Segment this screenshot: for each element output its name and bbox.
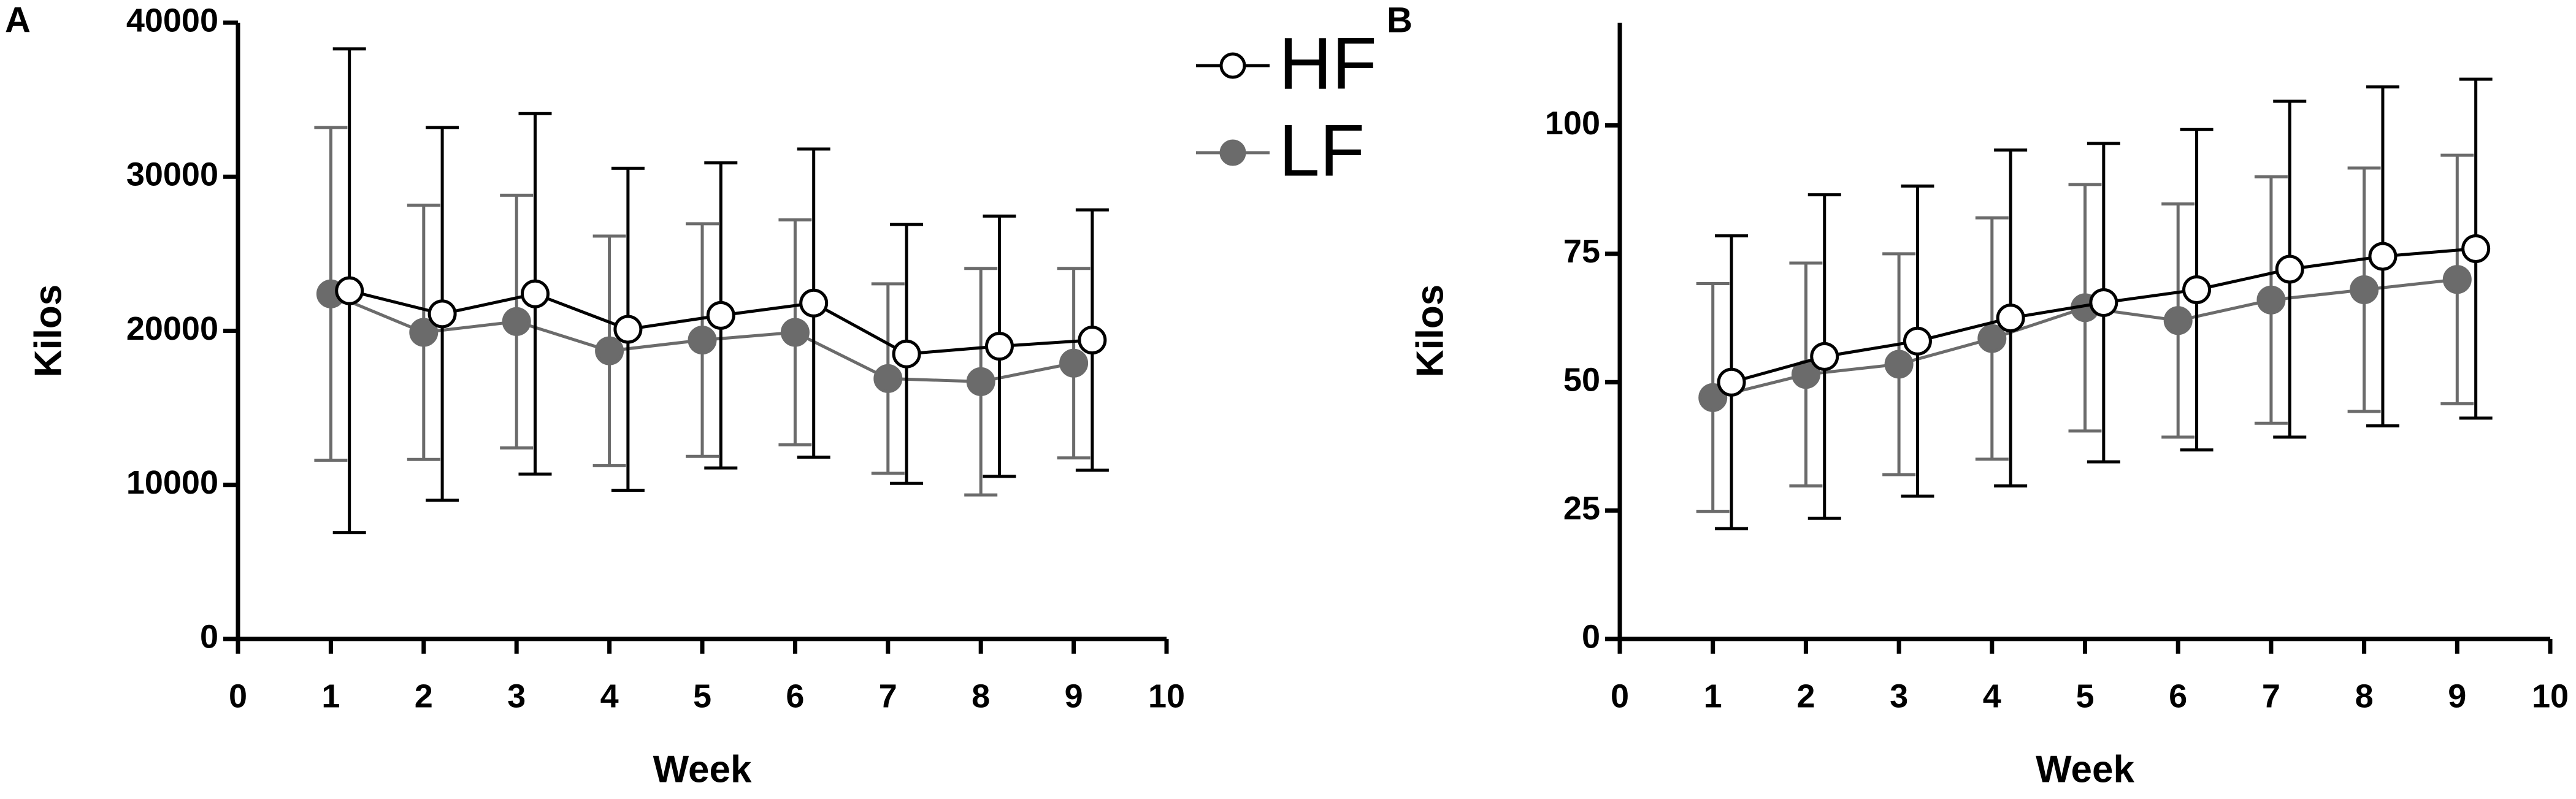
marker bbox=[780, 318, 810, 347]
marker bbox=[520, 279, 550, 308]
marker bbox=[2442, 265, 2472, 294]
y-tick-label: 20000 bbox=[126, 310, 218, 347]
series bbox=[332, 47, 1109, 535]
marker bbox=[1903, 326, 1932, 356]
x-tick-label: 4 bbox=[1983, 678, 2001, 714]
marker bbox=[1977, 324, 2007, 353]
marker bbox=[873, 364, 903, 393]
marker bbox=[1884, 350, 1914, 379]
x-tick-label: 9 bbox=[1065, 678, 1083, 714]
x-tick-label: 1 bbox=[321, 678, 340, 714]
legend-marker bbox=[1219, 139, 1246, 166]
x-tick-label: 3 bbox=[1890, 678, 1908, 714]
legend-label: LF bbox=[1279, 110, 1365, 192]
marker bbox=[2256, 285, 2286, 315]
marker bbox=[1059, 348, 1089, 378]
x-tick-label: 2 bbox=[415, 678, 433, 714]
y-tick-label: 10000 bbox=[126, 464, 218, 501]
x-axis-label: Week bbox=[653, 748, 752, 790]
marker bbox=[613, 315, 643, 344]
x-tick-label: 0 bbox=[229, 678, 247, 714]
x-tick-label: 0 bbox=[1611, 678, 1629, 714]
x-tick-label: 5 bbox=[693, 678, 711, 714]
marker bbox=[1810, 342, 1839, 371]
marker bbox=[335, 276, 364, 305]
y-tick-label: 40000 bbox=[126, 2, 218, 39]
y-tick-label: 100 bbox=[1545, 105, 1600, 142]
x-tick-label: 6 bbox=[2169, 678, 2187, 714]
y-tick-label: 25 bbox=[1563, 490, 1600, 527]
y-tick-label: 50 bbox=[1563, 362, 1600, 399]
marker bbox=[2163, 306, 2193, 335]
marker bbox=[799, 288, 829, 318]
marker bbox=[1698, 383, 1728, 412]
legend-marker bbox=[1219, 52, 1246, 79]
marker bbox=[966, 367, 995, 396]
x-tick-label: 7 bbox=[879, 678, 897, 714]
y-axis-label: Kilos bbox=[27, 285, 69, 378]
marker bbox=[1717, 367, 1746, 397]
marker bbox=[2350, 275, 2379, 304]
marker bbox=[427, 299, 457, 329]
marker bbox=[2368, 242, 2398, 271]
y-tick-label: 75 bbox=[1563, 233, 1600, 270]
panel-label: B bbox=[1387, 0, 1413, 40]
x-tick-label: 9 bbox=[2448, 678, 2466, 714]
marker bbox=[502, 307, 531, 336]
marker bbox=[688, 326, 717, 355]
x-tick-label: 2 bbox=[1796, 678, 1815, 714]
series bbox=[1715, 77, 2493, 530]
marker bbox=[706, 300, 735, 330]
x-tick-label: 3 bbox=[507, 678, 526, 714]
y-axis-label: Kilos bbox=[1409, 285, 1451, 378]
x-tick-label: 5 bbox=[2076, 678, 2094, 714]
x-tick-label: 4 bbox=[600, 678, 619, 714]
x-tick-label: 6 bbox=[786, 678, 804, 714]
y-tick-label: 30000 bbox=[126, 156, 218, 193]
x-axis-label: Week bbox=[2036, 748, 2134, 790]
marker bbox=[2182, 275, 2212, 304]
panel-label: A bbox=[5, 0, 31, 40]
marker bbox=[2461, 234, 2491, 263]
x-tick-label: 1 bbox=[1704, 678, 1722, 714]
y-tick-label: 0 bbox=[200, 618, 218, 655]
marker bbox=[984, 332, 1014, 361]
marker bbox=[595, 336, 624, 365]
marker bbox=[1996, 304, 2025, 333]
marker bbox=[409, 318, 439, 347]
x-tick-label: 7 bbox=[2262, 678, 2280, 714]
x-tick-label: 8 bbox=[972, 678, 990, 714]
x-tick-label: 10 bbox=[2532, 678, 2569, 714]
series bbox=[1696, 153, 2474, 513]
marker bbox=[2275, 254, 2304, 284]
y-tick-label: 0 bbox=[1582, 618, 1600, 655]
marker bbox=[1078, 326, 1107, 355]
marker bbox=[2089, 288, 2118, 317]
legend-label: HF bbox=[1279, 23, 1377, 105]
x-tick-label: 10 bbox=[1148, 678, 1185, 714]
marker bbox=[892, 339, 921, 369]
x-tick-label: 8 bbox=[2355, 678, 2374, 714]
